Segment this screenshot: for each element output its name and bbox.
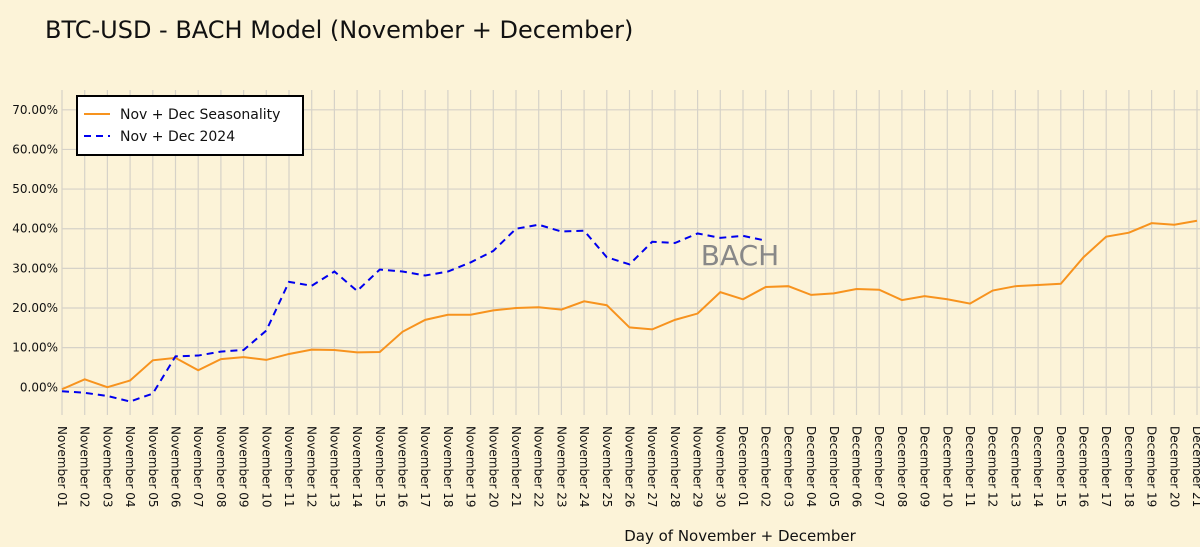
x-tick-label: November 28 (668, 426, 682, 508)
x-tick-label: December 20 (1167, 426, 1181, 507)
x-tick-label: December 19 (1145, 426, 1159, 507)
x-tick-label: November 07 (191, 426, 205, 508)
y-tick-label: 30.00% (12, 261, 58, 275)
x-tick-label: December 18 (1122, 426, 1136, 507)
x-tick-label: December 01 (736, 426, 750, 507)
y-tick-label: 10.00% (12, 341, 58, 355)
x-tick-label: December 15 (1054, 426, 1068, 507)
x-tick-label: December 05 (827, 426, 841, 507)
x-tick-label: November 16 (396, 426, 410, 508)
x-tick-label: December 02 (759, 426, 773, 507)
legend-label: Nov + Dec Seasonality (120, 107, 280, 123)
x-tick-label: December 16 (1077, 426, 1091, 507)
x-tick-label: November 03 (100, 426, 114, 508)
x-tick-label: November 02 (78, 426, 92, 508)
x-tick-label: December 11 (963, 426, 977, 507)
x-tick-label: November 04 (123, 426, 137, 508)
x-tick-label: December 12 (986, 426, 1000, 507)
x-tick-label: November 21 (509, 426, 523, 508)
x-tick-label: November 27 (645, 426, 659, 508)
legend-box (76, 95, 304, 156)
x-tick-label: November 24 (577, 426, 591, 508)
x-tick-label: November 12 (305, 426, 319, 508)
x-tick-label: November 05 (146, 426, 160, 508)
x-tick-label: November 06 (169, 426, 183, 508)
y-tick-label: 0.00% (20, 380, 58, 394)
x-tick-label: November 13 (327, 426, 341, 508)
x-tick-label: November 10 (259, 426, 273, 508)
x-tick-label: November 26 (623, 426, 637, 508)
x-axis-label: Day of November + December (624, 527, 856, 545)
x-tick-label: November 20 (486, 426, 500, 508)
x-tick-label: December 17 (1099, 426, 1113, 507)
x-tick-label: November 30 (713, 426, 727, 508)
y-tick-label: 40.00% (12, 222, 58, 236)
x-tick-label: November 25 (600, 426, 614, 508)
x-tick-label: December 04 (804, 426, 818, 507)
x-tick-label: November 18 (441, 426, 455, 508)
x-tick-label: December 21 (1190, 426, 1200, 507)
x-tick-label: November 19 (464, 426, 478, 508)
legend-label: Nov + Dec 2024 (120, 129, 235, 145)
y-tick-label: 50.00% (12, 182, 58, 196)
x-tick-label: November 17 (418, 426, 432, 508)
x-tick-label: November 23 (554, 426, 568, 508)
x-tick-label: November 29 (691, 426, 705, 508)
x-tick-label: November 01 (55, 426, 69, 508)
line (61, 219, 1198, 391)
legend: Nov + Dec Seasonality Nov + Dec 2024 (76, 95, 304, 156)
x-tick-label: November 08 (214, 426, 228, 508)
x-tick-label: December 07 (872, 426, 886, 507)
watermark: BACH (701, 239, 779, 272)
chart-title: BTC-USD - BACH Model (November + Decembe… (45, 16, 633, 44)
x-tick-label: December 08 (895, 426, 909, 507)
x-tick-label: November 22 (532, 426, 546, 508)
x-tick-label: December 14 (1031, 426, 1045, 507)
y-tick-label: 20.00% (12, 301, 58, 315)
x-tick-label: November 11 (282, 426, 296, 508)
x-tick-label: November 15 (373, 426, 387, 508)
x-tick-label: December 06 (850, 426, 864, 507)
line (61, 223, 766, 403)
x-tick-label: December 09 (918, 426, 932, 507)
x-tick-label: December 10 (940, 426, 954, 507)
x-tick-label: November 14 (350, 426, 364, 508)
y-tick-label: 70.00% (12, 103, 58, 117)
x-tick-label: December 03 (781, 426, 795, 507)
x-tick-label: November 09 (237, 426, 251, 508)
x-tick-label: December 13 (1008, 426, 1022, 507)
y-tick-label: 60.00% (12, 142, 58, 156)
